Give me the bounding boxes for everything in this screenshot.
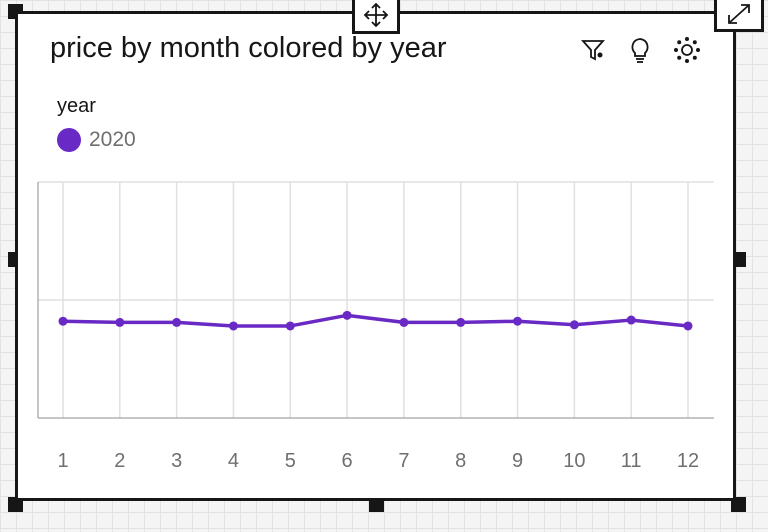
filter-button[interactable] (579, 36, 607, 64)
x-tick-label: 3 (171, 450, 182, 472)
x-tick-label: 4 (228, 450, 239, 472)
legend-item-2020[interactable]: 2020 (57, 128, 136, 152)
x-tick-label: 8 (455, 450, 466, 472)
data-point (626, 315, 636, 325)
expand-icon (728, 4, 750, 24)
data-point (115, 317, 125, 327)
legend-title: year (57, 95, 96, 117)
x-tick-label: 2 (114, 450, 125, 472)
move-button[interactable] (352, 0, 400, 34)
lightbulb-icon (631, 38, 649, 63)
data-point (456, 317, 466, 327)
x-tick-label: 10 (563, 450, 585, 472)
data-point (399, 317, 409, 327)
data-point (342, 310, 352, 320)
data-point (228, 321, 238, 331)
settings-button[interactable] (673, 36, 701, 64)
x-tick-label: 9 (512, 450, 523, 472)
move-arrows-icon (363, 2, 389, 28)
data-point (172, 317, 182, 327)
data-point (683, 321, 693, 331)
legend-label: 2020 (89, 128, 136, 151)
x-tick-label: 1 (57, 450, 68, 472)
x-tick-label: 11 (621, 450, 642, 472)
filter-icon (580, 40, 606, 61)
chart-title: price by month colored by year (50, 32, 447, 64)
x-tick-label: 7 (398, 450, 409, 472)
data-point (569, 320, 579, 330)
x-tick-label: 6 (342, 450, 353, 472)
data-point (513, 316, 523, 326)
data-point (285, 321, 295, 331)
chart-card (15, 11, 736, 501)
settings-dots-icon (674, 37, 700, 63)
legend-swatch (57, 128, 81, 152)
series-line (62, 313, 689, 328)
data-point (58, 316, 68, 326)
insight-button[interactable] (626, 36, 654, 64)
expand-button[interactable] (714, 0, 764, 32)
x-tick-label: 5 (285, 450, 296, 472)
x-tick-label: 12 (677, 450, 699, 472)
